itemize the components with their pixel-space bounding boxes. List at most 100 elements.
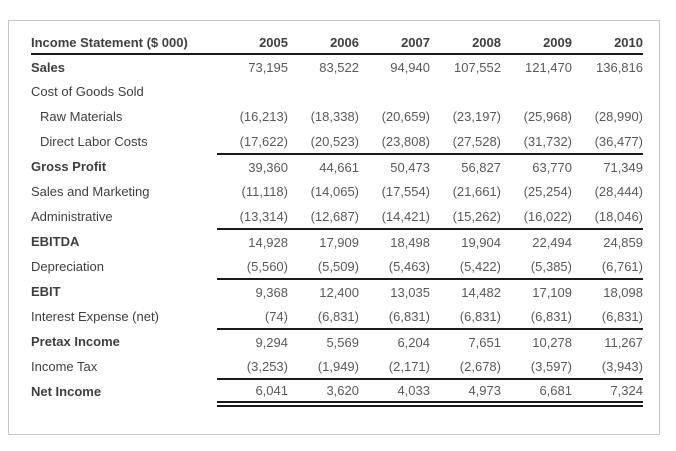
row-label: Pretax Income	[31, 334, 120, 349]
row-label: EBIT	[31, 284, 61, 299]
cell-value: 18,098	[603, 284, 643, 300]
year-column-header: 2008	[430, 31, 501, 55]
cell-value: (25,968)	[523, 109, 572, 124]
table-row: Sales 73,195 83,522 94,940 107,552 121,4…	[31, 54, 643, 79]
cell-value: 7,651	[468, 334, 501, 350]
cell-value: (16,022)	[501, 204, 572, 230]
cell-value: (2,171)	[359, 354, 430, 380]
table-row: Pretax Income 9,294 5,569 6,204 7,651 10…	[31, 329, 643, 354]
cell-value: 71,349	[603, 159, 643, 175]
cell-value: (28,444)	[594, 184, 643, 199]
cell-value: (18,046)	[572, 204, 643, 230]
cell-value: (5,385)	[501, 254, 572, 280]
cell-value: (20,523)	[288, 129, 359, 155]
table-row: Income Tax (3,253) (1,949) (2,171) (2,67…	[31, 354, 643, 380]
cell-value: (74)	[217, 304, 288, 330]
cell-value: 136,816	[596, 59, 643, 75]
table-body: Sales 73,195 83,522 94,940 107,552 121,4…	[31, 54, 643, 407]
cell-value: (23,197)	[452, 109, 501, 124]
cell-value: 14,928	[248, 234, 288, 250]
cell-value: (15,262)	[430, 204, 501, 230]
cell-value: 14,482	[461, 284, 501, 300]
cell-value: 4,033	[359, 379, 430, 407]
cell-value: (6,831)	[288, 304, 359, 330]
cell-value: 22,494	[532, 234, 572, 250]
cell-value: 19,904	[461, 234, 501, 250]
cell-value: 10,278	[532, 334, 572, 350]
cell-value: (17,554)	[381, 184, 430, 199]
table-row: Administrative (13,314) (12,687) (14,421…	[31, 204, 643, 230]
cell-value: 11,267	[604, 334, 643, 350]
cell-value: (13,314)	[217, 204, 288, 230]
cell-value: (27,528)	[430, 129, 501, 155]
table-title: Income Statement ($ 000)	[31, 31, 217, 55]
table-row: EBITDA 14,928 17,909 18,498 19,904 22,49…	[31, 229, 643, 254]
row-label: Interest Expense (net)	[31, 309, 159, 324]
year-column-header: 2007	[359, 31, 430, 55]
cell-value: 63,770	[532, 159, 572, 175]
row-label: Sales	[31, 59, 65, 75]
cell-value: (36,477)	[572, 129, 643, 155]
cell-value: (25,254)	[523, 184, 572, 199]
cell-value: 107,552	[454, 59, 501, 75]
cell-value: (12,687)	[288, 204, 359, 230]
cell-value: (20,659)	[381, 109, 430, 124]
header-row: Income Statement ($ 000) 2005 2006 2007 …	[31, 31, 643, 55]
cell-value: (2,678)	[430, 354, 501, 380]
table-row: Net Income 6,041 3,620 4,033 4,973 6,681…	[31, 379, 643, 407]
table-row: Gross Profit 39,360 44,661 50,473 56,827…	[31, 154, 643, 179]
cell-value: (6,831)	[430, 304, 501, 330]
year-column-header: 2010	[572, 31, 643, 55]
table-row: EBIT 9,368 12,400 13,035 14,482 17,109 1…	[31, 279, 643, 304]
row-label: Raw Materials	[40, 109, 123, 124]
year-column-header: 2005	[217, 31, 288, 55]
cell-value: (16,213)	[239, 109, 288, 124]
cell-value: 121,470	[525, 59, 572, 75]
cell-value: (6,831)	[359, 304, 430, 330]
cell-value: 94,940	[390, 59, 430, 75]
row-label: Cost of Goods Sold	[31, 84, 144, 99]
income-statement-table: Income Statement ($ 000) 2005 2006 2007 …	[31, 31, 643, 407]
cell-value	[359, 79, 430, 104]
cell-value: 6,204	[397, 334, 430, 350]
table-row: Direct Labor Costs (17,622) (20,523) (23…	[31, 129, 643, 155]
cell-value: 56,827	[461, 159, 501, 175]
cell-value: 17,909	[319, 234, 359, 250]
cell-value: (5,509)	[288, 254, 359, 280]
cell-value: (31,732)	[501, 129, 572, 155]
cell-value: 44,661	[319, 159, 359, 175]
cell-value: (21,661)	[452, 184, 501, 199]
cell-value: 9,368	[255, 284, 288, 300]
cell-value: 18,498	[390, 234, 430, 250]
cell-value: 24,859	[603, 234, 643, 250]
cell-value: (11,118)	[241, 184, 289, 199]
cell-value: 6,041	[217, 379, 288, 407]
cell-value: 7,324	[572, 379, 643, 407]
cell-value: (5,463)	[359, 254, 430, 280]
cell-value: (6,761)	[572, 254, 643, 280]
cell-value: (14,421)	[359, 204, 430, 230]
cell-value: 12,400	[319, 284, 359, 300]
cell-value	[217, 79, 288, 104]
row-label: EBITDA	[31, 234, 80, 249]
cell-value: 83,522	[319, 59, 359, 75]
row-label: Sales and Marketing	[31, 184, 150, 199]
cell-value: 17,109	[532, 284, 572, 300]
cell-value	[572, 79, 643, 104]
cell-value: 3,620	[288, 379, 359, 407]
table-row: Interest Expense (net) (74) (6,831) (6,8…	[31, 304, 643, 330]
year-column-header: 2006	[288, 31, 359, 55]
row-label: Administrative	[31, 209, 113, 224]
row-label: Depreciation	[31, 259, 104, 274]
cell-value: (6,831)	[572, 304, 643, 330]
cell-value: (14,065)	[310, 184, 359, 199]
cell-value: (6,831)	[501, 304, 572, 330]
cell-value: (3,253)	[217, 354, 288, 380]
row-label: Income Tax	[31, 359, 98, 374]
cell-value: (23,808)	[359, 129, 430, 155]
table-row: Cost of Goods Sold	[31, 79, 643, 104]
cell-value: (18,338)	[310, 109, 359, 124]
year-column-header: 2009	[501, 31, 572, 55]
cell-value: 6,681	[501, 379, 572, 407]
